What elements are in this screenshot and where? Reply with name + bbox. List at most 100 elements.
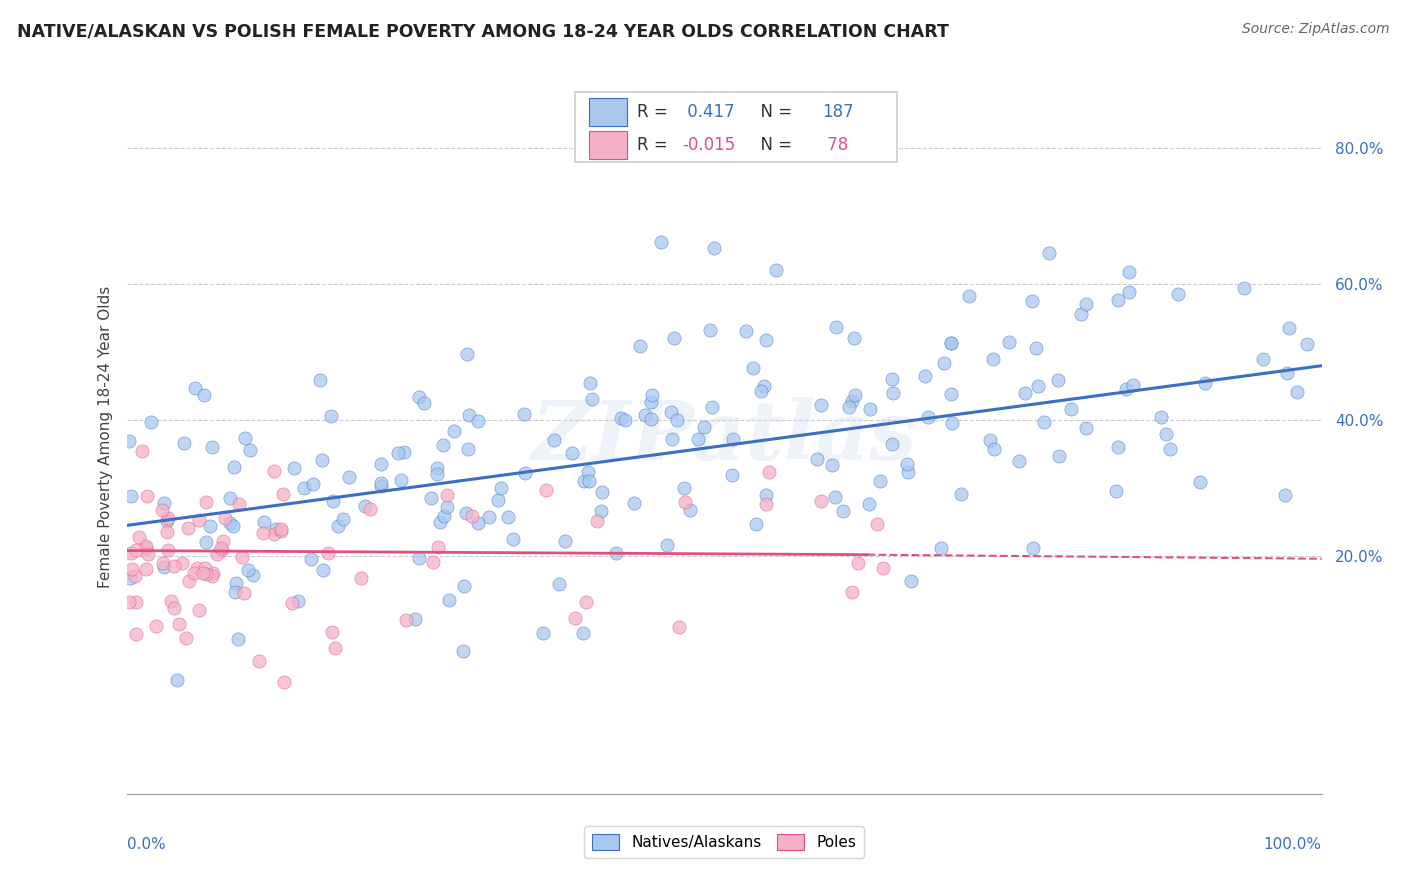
Point (231, 549, 253, 564)
Point (422, 555, 444, 569)
Point (983, 442, 1005, 456)
Point (1159, 442, 1181, 457)
Y-axis label: Female Poverty Among 18-24 Year Olds: Female Poverty Among 18-24 Year Olds (97, 286, 112, 588)
Point (1047, 373, 1070, 387)
Point (167, 616, 190, 631)
Point (1047, 450, 1070, 464)
Point (429, 515, 451, 529)
Point (136, 548, 159, 562)
Point (585, 514, 607, 528)
Point (758, 465, 780, 479)
Point (287, 594, 309, 608)
Point (145, 619, 167, 633)
Text: N =: N = (751, 136, 797, 153)
Point (983, 352, 1005, 367)
Point (160, 594, 183, 608)
Point (628, 339, 651, 353)
Point (128, 529, 150, 543)
Point (426, 461, 449, 475)
Point (896, 457, 918, 471)
Point (699, 323, 721, 337)
Point (914, 368, 936, 383)
Point (337, 470, 360, 484)
Point (308, 373, 330, 387)
Point (436, 500, 458, 514)
Point (222, 460, 245, 475)
Text: -0.015: -0.015 (682, 136, 735, 153)
Point (515, 466, 537, 480)
Point (389, 473, 412, 487)
Point (432, 438, 454, 452)
Point (1026, 379, 1049, 393)
Point (191, 566, 214, 580)
Text: ZIPatlas: ZIPatlas (531, 397, 917, 477)
Point (322, 493, 344, 508)
Point (135, 561, 157, 575)
Point (929, 541, 952, 556)
Point (173, 436, 195, 450)
Point (824, 490, 846, 504)
Point (610, 411, 633, 425)
Point (312, 562, 335, 576)
Point (370, 476, 392, 491)
Point (135, 539, 157, 553)
Point (502, 532, 524, 546)
Point (177, 521, 200, 535)
Point (478, 510, 501, 524)
Point (253, 515, 276, 529)
Point (749, 384, 772, 398)
Point (640, 411, 662, 425)
Point (700, 400, 723, 414)
Point (394, 613, 416, 627)
Point (572, 625, 595, 640)
Point (247, 654, 270, 668)
Point (457, 442, 479, 456)
Point (1233, 280, 1256, 294)
Point (222, 518, 245, 533)
Point (838, 401, 860, 415)
Point (957, 288, 980, 302)
Point (454, 506, 477, 520)
Point (264, 521, 287, 535)
Point (121, 562, 143, 576)
Point (332, 512, 354, 526)
Point (548, 576, 571, 591)
Point (1070, 307, 1092, 321)
Point (437, 592, 460, 607)
Point (235, 431, 257, 445)
Point (226, 632, 249, 646)
Point (897, 465, 920, 479)
Point (205, 548, 228, 562)
Point (1076, 420, 1098, 434)
Point (752, 379, 775, 393)
Point (456, 347, 478, 361)
Text: 0.417: 0.417 (682, 103, 735, 121)
Point (426, 467, 449, 482)
Point (825, 320, 848, 334)
Point (280, 596, 302, 610)
Point (858, 498, 880, 512)
Point (581, 392, 603, 406)
Point (292, 481, 315, 495)
Point (225, 575, 247, 590)
Point (543, 434, 565, 448)
Point (859, 401, 882, 416)
Point (531, 626, 554, 640)
Point (979, 434, 1001, 448)
Point (932, 356, 955, 370)
Point (1008, 453, 1031, 467)
Point (408, 551, 430, 566)
Text: 100.0%: 100.0% (1264, 837, 1322, 852)
Point (591, 484, 613, 499)
Point (152, 556, 174, 570)
Point (325, 641, 347, 656)
Point (1194, 376, 1216, 391)
Point (949, 487, 972, 501)
Point (125, 626, 148, 640)
FancyBboxPatch shape (589, 98, 627, 127)
Point (564, 611, 586, 625)
Point (404, 612, 426, 626)
Point (623, 496, 645, 510)
Point (163, 601, 186, 615)
Point (513, 407, 536, 421)
